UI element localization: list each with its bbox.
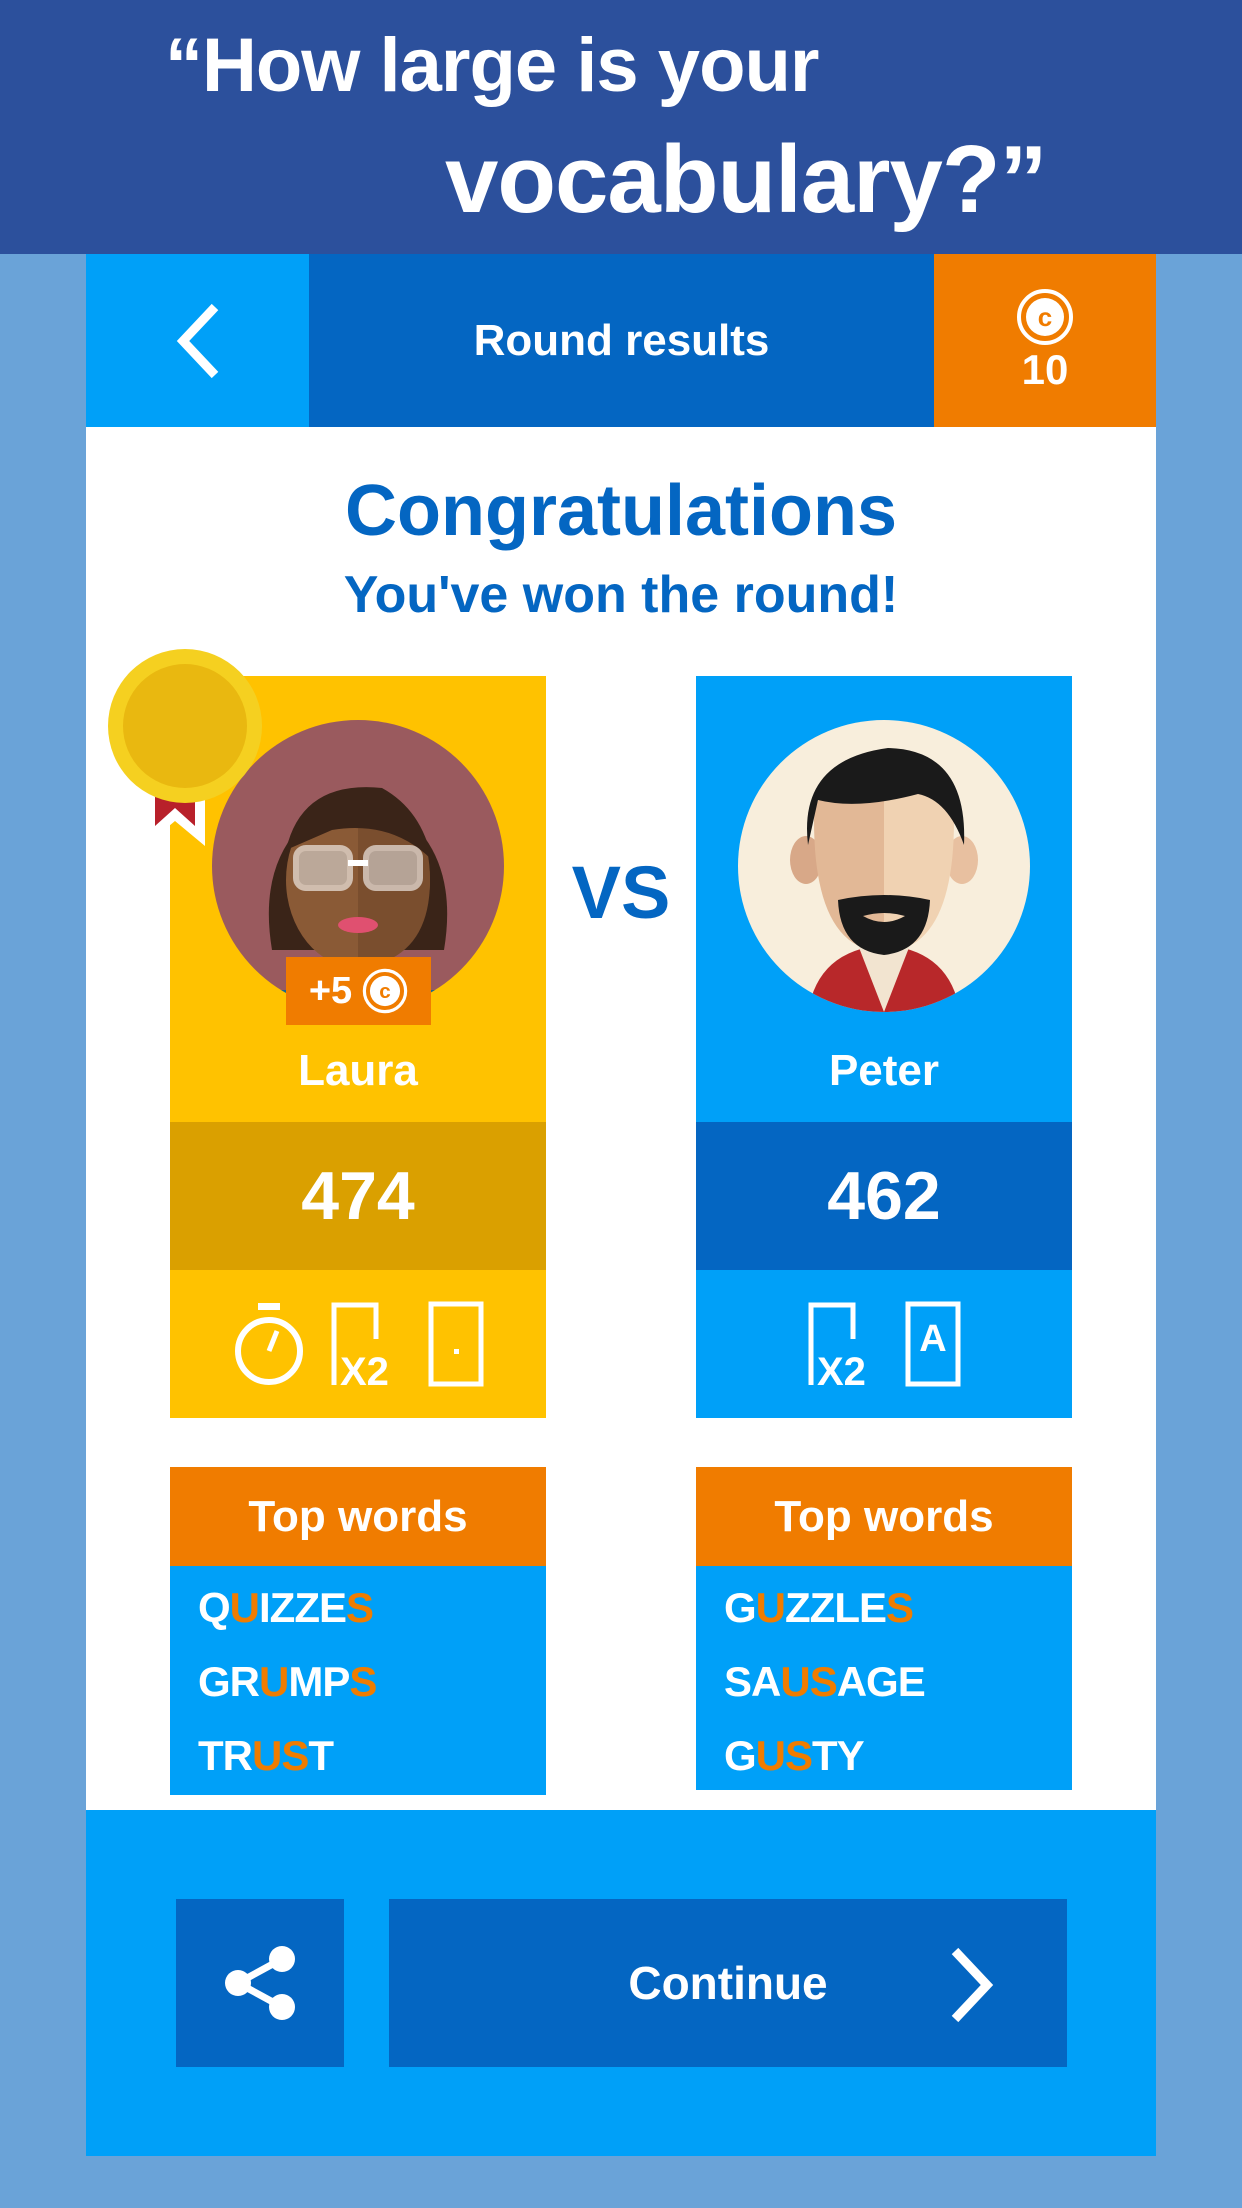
player-card-peter: Peter 462 X2 A <box>696 676 1072 1418</box>
word-letters: SA <box>724 1658 781 1705</box>
player-card-laura: +5 c Laura 474 X2 <box>108 649 546 1418</box>
player-score: 474 <box>170 1122 546 1270</box>
word-letters: ZZLE <box>785 1584 887 1631</box>
svg-text:X2: X2 <box>340 1350 389 1387</box>
player-name: Laura <box>298 1046 418 1095</box>
word-list: GUZZLES SAUSAGE GUSTY <box>696 1566 1072 1790</box>
highlighted-letters: S <box>886 1584 914 1631</box>
top-word: TRUST <box>198 1722 546 1796</box>
page-title: Round results <box>309 254 934 427</box>
highlighted-letters: US <box>252 1732 309 1779</box>
letter-tile-icon: A <box>905 1301 961 1387</box>
word-letters: GR <box>198 1658 260 1705</box>
versus-label: VS <box>571 851 671 934</box>
highlighted-letters: U <box>755 1584 786 1631</box>
coin-count: 10 <box>1021 345 1069 393</box>
chevron-right-icon <box>951 1947 994 2023</box>
top-words-laura: Top words QUIZZES GRUMPS TRUST <box>170 1467 546 1795</box>
share-button[interactable] <box>176 1899 344 2067</box>
back-button[interactable] <box>86 254 309 427</box>
word-letters: TR <box>198 1732 253 1779</box>
promo-banner: “How large is your vocabulary?” <box>0 0 1242 254</box>
top-word: GRUMPS <box>198 1648 546 1722</box>
svg-text:A: A <box>919 1318 946 1360</box>
top-word: GUSTY <box>724 1722 1072 1796</box>
highlighted-letters: US <box>755 1732 813 1779</box>
word-letters: G <box>724 1732 757 1779</box>
word-letters: IZZE <box>259 1584 347 1631</box>
double-score-icon: X2 <box>331 1302 389 1387</box>
blank-tile-icon <box>428 1301 484 1387</box>
highlighted-letters: U <box>229 1584 260 1631</box>
top-words-header: Top words <box>170 1467 546 1566</box>
word-list: QUIZZES GRUMPS TRUST <box>170 1566 546 1795</box>
player-score: 462 <box>696 1122 1072 1270</box>
word-letters: AGE <box>836 1658 926 1705</box>
coin-icon: c <box>1017 288 1073 345</box>
stopwatch-icon <box>235 1303 303 1385</box>
top-words-header: Top words <box>696 1467 1072 1566</box>
banner-line-1: “How large is your <box>165 23 819 108</box>
share-icon <box>225 1946 295 2020</box>
highlighted-letters: S <box>346 1584 374 1631</box>
word-letters: T <box>308 1732 334 1779</box>
word-letters: TY <box>812 1732 865 1779</box>
svg-text:c: c <box>1038 302 1052 332</box>
highlighted-letters: US <box>780 1658 837 1705</box>
top-word: QUIZZES <box>198 1574 546 1648</box>
highlighted-letters: S <box>349 1658 377 1705</box>
top-words-peter: Top words GUZZLES SAUSAGE GUSTY <box>696 1467 1072 1790</box>
coin-icon: c <box>362 968 408 1014</box>
double-score-icon: X2 <box>808 1302 866 1387</box>
congrats-subtitle: You've won the round! <box>343 566 899 624</box>
highlighted-letters: U <box>259 1658 289 1705</box>
avatar-peter <box>738 720 1030 1012</box>
continue-button[interactable]: Continue <box>389 1899 1067 2067</box>
svg-text:X2: X2 <box>817 1350 866 1387</box>
bonus-coins-badge: +5 c <box>286 957 431 1025</box>
bonus-amount: +5 <box>308 969 353 1012</box>
congrats-title: Congratulations <box>345 471 897 551</box>
player-name: Peter <box>828 1046 940 1095</box>
winner-medal-icon <box>105 646 265 866</box>
top-word: SAUSAGE <box>724 1648 1072 1722</box>
coin-balance[interactable]: c 10 <box>934 254 1156 427</box>
banner-line-2: vocabulary?” <box>445 126 1048 233</box>
word-letters: G <box>724 1584 757 1631</box>
chevron-left-icon <box>176 303 218 378</box>
continue-label: Continue <box>628 1957 828 2009</box>
word-letters: MP <box>288 1658 350 1705</box>
svg-text:c: c <box>379 980 390 1003</box>
word-letters: Q <box>198 1584 231 1631</box>
top-word: GUZZLES <box>724 1574 1072 1648</box>
